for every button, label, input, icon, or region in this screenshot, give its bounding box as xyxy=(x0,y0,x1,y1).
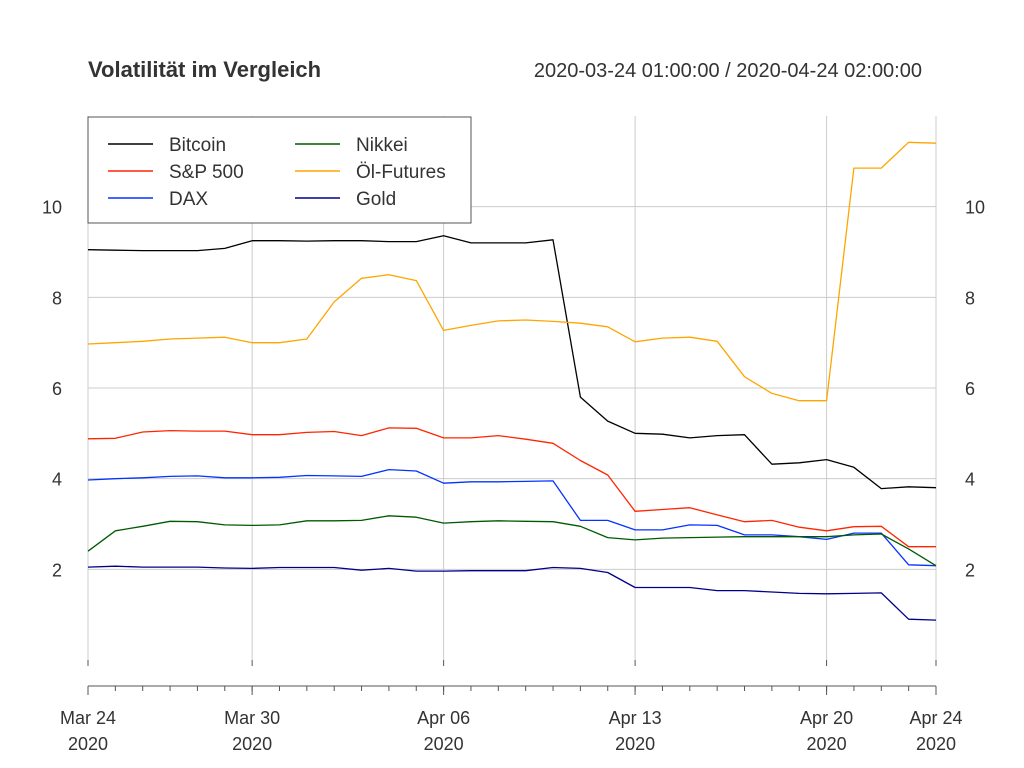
legend-box xyxy=(87,116,472,224)
y-tick-label-right: 8 xyxy=(965,288,975,308)
y-tick-label-right: 4 xyxy=(965,470,975,490)
y-tick-label-left: 6 xyxy=(52,379,62,399)
series-lines xyxy=(87,141,937,621)
legend-label: S&P 500 xyxy=(169,162,244,183)
x-tick-label-date: Apr 06 xyxy=(417,708,470,728)
series-line-gold xyxy=(87,565,937,621)
y-tick-label-left: 4 xyxy=(52,470,62,490)
x-tick-label-year: 2020 xyxy=(68,734,108,754)
series-line-dax xyxy=(87,468,937,567)
x-tick-label-date: Mar 30 xyxy=(224,708,280,728)
y-tick-label-right: 10 xyxy=(965,198,985,218)
y-axis-left: 2 4 6 8 10 xyxy=(42,198,62,581)
y-tick-label-left: 2 xyxy=(52,560,62,580)
legend: Bitcoin S&P 500 DAX Nikkei Öl-Futures Gold xyxy=(87,116,472,224)
y-tick-label-right: 6 xyxy=(965,379,975,399)
x-tick-label-year: 2020 xyxy=(916,734,956,754)
date-range-label: 2020-03-24 01:00:00 / 2020-04-24 02:00:0… xyxy=(534,60,922,82)
series-line--l-futures xyxy=(87,141,937,402)
y-tick-label-left: 10 xyxy=(42,198,62,218)
x-tick-label-date: Apr 20 xyxy=(800,708,853,728)
x-tick-label-year: 2020 xyxy=(424,734,464,754)
x-tick-label-date: Mar 24 xyxy=(60,708,116,728)
legend-label: DAX xyxy=(169,189,208,210)
y-tick-label-right: 2 xyxy=(965,560,975,580)
x-axis: Mar 24 2020 Mar 30 2020 Apr 06 2020 Apr 13 2020… xyxy=(60,660,963,754)
series-line-s-p-500 xyxy=(87,427,936,548)
legend-label: Bitcoin xyxy=(169,135,226,156)
legend-label: Gold xyxy=(356,189,396,210)
series-line-bitcoin xyxy=(87,235,937,490)
x-tick-label-date: Apr 13 xyxy=(609,708,662,728)
legend-label: Nikkei xyxy=(356,135,408,156)
x-tick-label-year: 2020 xyxy=(232,734,272,754)
x-tick-label-year: 2020 xyxy=(615,734,655,754)
legend-label: Öl-Futures xyxy=(356,162,446,183)
chart-title: Volatilität im Vergleich xyxy=(88,57,321,82)
series-line-nikkei xyxy=(87,515,937,567)
x-tick-label-year: 2020 xyxy=(807,734,847,754)
y-axis-right: 2 4 6 8 10 xyxy=(965,198,985,581)
x-tick-label-date: Apr 24 xyxy=(909,708,962,728)
y-tick-label-left: 8 xyxy=(52,288,62,308)
